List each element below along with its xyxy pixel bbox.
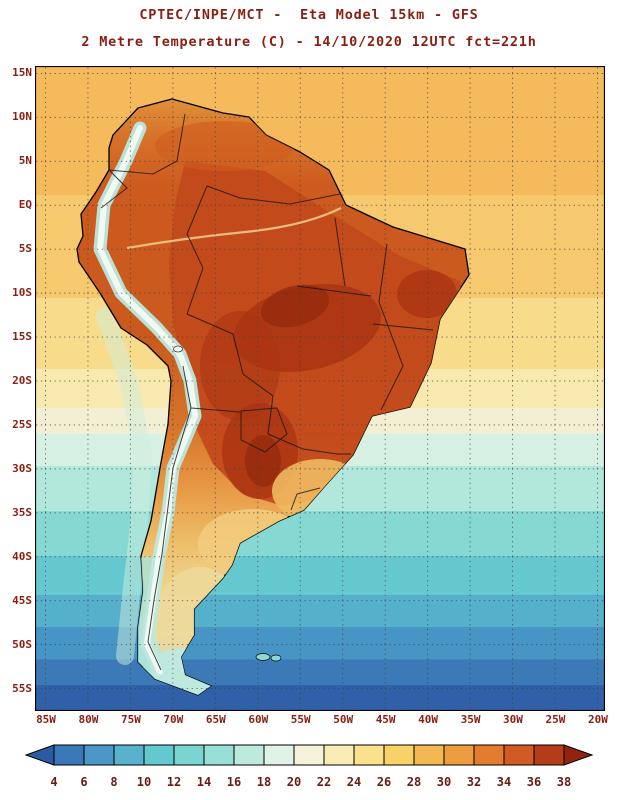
lat-axis: 15N 10N 5N EQ 5S 10S 15S 20S 25S 30S 35S… — [2, 67, 33, 694]
colorbar-segment — [503, 744, 535, 766]
colorbar-segment — [533, 744, 565, 766]
colorbar-label: 28 — [407, 775, 421, 789]
colorbar-segment — [143, 744, 175, 766]
grid-lines — [35, 66, 605, 711]
lat-label: 15N — [12, 66, 32, 79]
lon-label: 70W — [163, 713, 184, 726]
lon-label: 75W — [120, 713, 141, 726]
colorbar-label: 14 — [197, 775, 211, 789]
colorbar-label: 6 — [80, 775, 87, 789]
colorbar-label: 20 — [287, 775, 301, 789]
title-line-1: CPTEC/INPE/MCT - Eta Model 15km - GFS — [139, 7, 479, 23]
colorbar-segment — [323, 744, 355, 766]
colorbar-label: 30 — [437, 775, 451, 789]
colorbar-label: 4 — [50, 775, 57, 789]
lat-label: 5S — [18, 242, 32, 255]
colorbar-label: 32 — [467, 775, 481, 789]
colorbar-segment — [203, 744, 235, 766]
lon-label: 25W — [545, 713, 566, 726]
lat-label: 25S — [12, 418, 32, 431]
lon-label: 55W — [290, 713, 311, 726]
colorbar-segment — [443, 744, 475, 766]
colorbar-left-arrow — [24, 744, 55, 766]
lat-label: 15S — [12, 330, 32, 343]
colorbar-segment — [473, 744, 505, 766]
lon-label: 30W — [503, 713, 523, 726]
lon-axis: 85W 80W 75W 70W 65W 60W 55W 50W 45W 40W … — [33, 714, 611, 725]
colorbar-label: 24 — [347, 775, 361, 789]
lon-label: 65W — [205, 713, 226, 726]
colorbar-segment — [173, 744, 205, 766]
colorbar-segment — [353, 744, 385, 766]
lon-label: 45W — [375, 713, 396, 726]
colorbar-label: 8 — [110, 775, 117, 789]
lon-label: 40W — [418, 713, 439, 726]
colorbar: 4 6 8 10 12 14 16 18 20 22 24 26 28 30 3… — [24, 744, 594, 789]
lat-label: 10N — [12, 110, 32, 123]
lat-label: 30S — [12, 462, 32, 475]
lat-label: 10S — [12, 286, 32, 299]
colorbar-label: 34 — [497, 775, 511, 789]
colorbar-segment — [113, 744, 145, 766]
temperature-map — [35, 66, 605, 711]
colorbar-segment — [263, 744, 295, 766]
lat-label: 20S — [12, 374, 32, 387]
colorbar-right-arrow — [563, 744, 594, 766]
lat-label: 55S — [12, 682, 32, 695]
colorbar-label: 36 — [527, 775, 541, 789]
lat-label: EQ — [18, 198, 32, 211]
lon-label: 50W — [333, 713, 354, 726]
colorbar-label: 22 — [317, 775, 331, 789]
lat-label: 5N — [18, 154, 32, 167]
lat-label: 40S — [12, 550, 32, 563]
lon-label: 20W — [587, 713, 608, 726]
lon-label: 35W — [460, 713, 481, 726]
title-line-2: 2 Metre Temperature (C) - 14/10/2020 12U… — [81, 34, 537, 50]
colorbar-label: 10 — [137, 775, 151, 789]
colorbar-segment — [233, 744, 265, 766]
colorbar-segment — [83, 744, 115, 766]
colorbar-label: 12 — [167, 775, 181, 789]
lon-label: 60W — [248, 713, 269, 726]
lon-label: 80W — [78, 713, 99, 726]
colorbar-label: 38 — [557, 775, 571, 789]
colorbar-label: 18 — [257, 775, 271, 789]
lat-label: 45S — [12, 594, 32, 607]
colorbar-segment — [413, 744, 445, 766]
colorbar-segment — [293, 744, 325, 766]
colorbar-label: 26 — [377, 775, 391, 789]
map-border — [35, 66, 605, 711]
lat-label: 35S — [12, 506, 32, 519]
colorbar-label: 16 — [227, 775, 241, 789]
lat-label: 50S — [12, 638, 32, 651]
lon-label: 85W — [36, 713, 56, 726]
colorbar-segment — [53, 744, 85, 766]
colorbar-segment — [383, 744, 415, 766]
